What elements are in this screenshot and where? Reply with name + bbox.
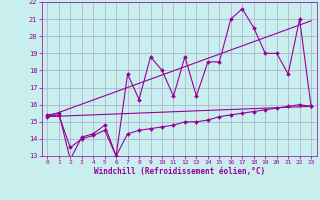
X-axis label: Windchill (Refroidissement éolien,°C): Windchill (Refroidissement éolien,°C) — [94, 167, 265, 176]
